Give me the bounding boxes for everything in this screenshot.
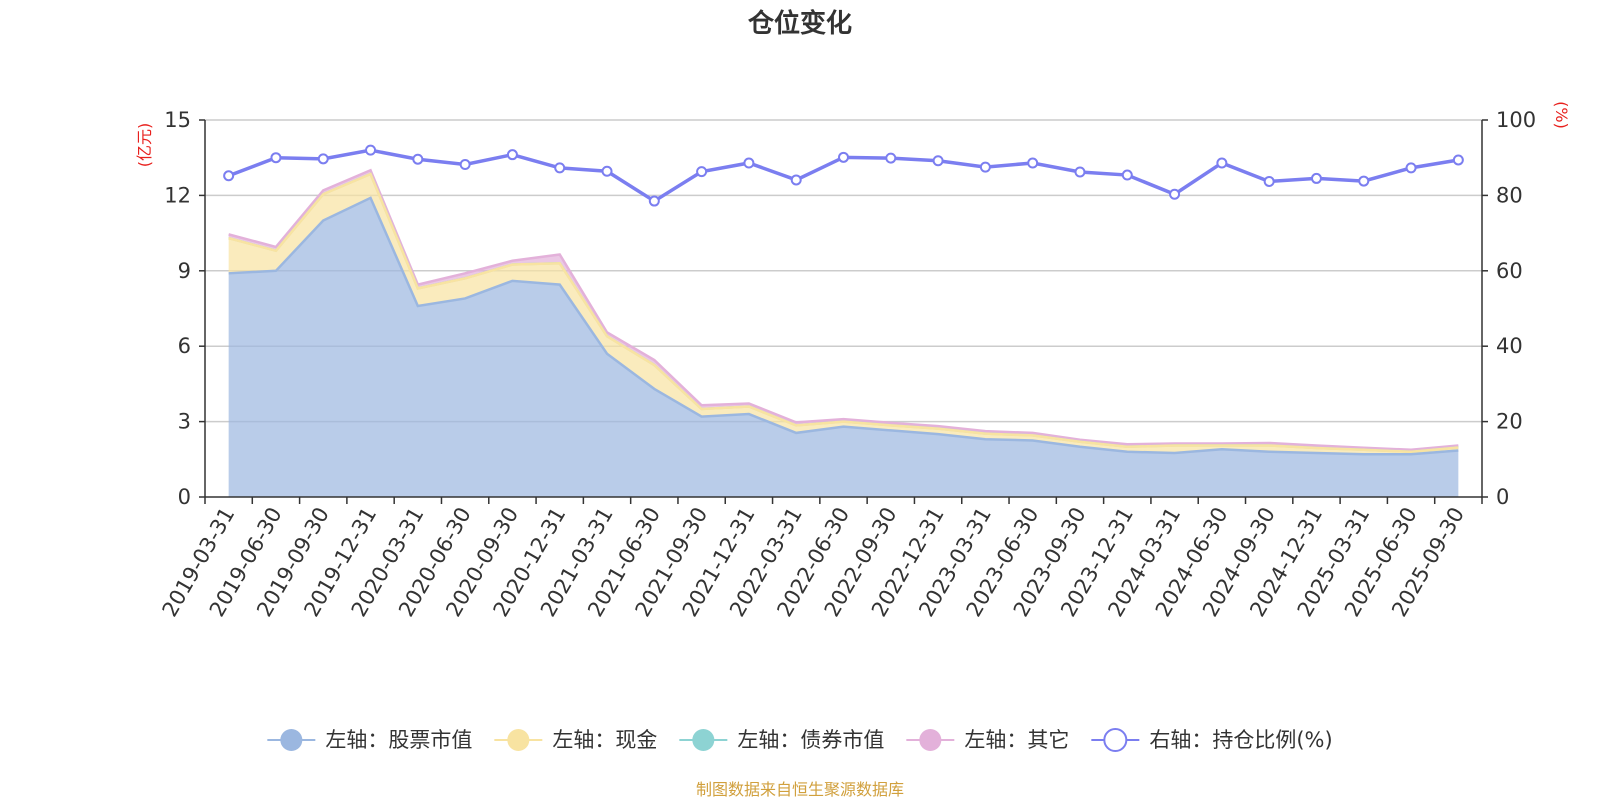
right-tick-label: 100 <box>1496 108 1536 132</box>
ratio-point <box>601 165 613 177</box>
legend-marker-icon <box>919 729 942 751</box>
area-series <box>228 168 1459 497</box>
right-tick-label: 40 <box>1496 334 1523 358</box>
ratio-point <box>1263 175 1275 187</box>
ratio-point <box>743 157 755 169</box>
ratio-point <box>223 170 235 182</box>
left-tick-label: 15 <box>164 108 191 132</box>
stacked-area-edge <box>228 172 1459 454</box>
legend-marker-icon <box>280 729 303 751</box>
ratio-point <box>932 155 944 167</box>
ratio-point <box>885 152 897 164</box>
ratio-point <box>696 166 708 178</box>
legend-label: 右轴：持仓比例(%) <box>1149 728 1332 752</box>
ratio-point <box>365 144 377 156</box>
ratio-line-series <box>223 144 1464 207</box>
legend-label: 左轴：现金 <box>552 728 657 752</box>
right-tick-label: 20 <box>1496 410 1523 434</box>
ratio-point <box>1452 154 1464 166</box>
legend-marker-icon <box>507 729 530 751</box>
left-axis-unit: (亿元) <box>135 123 154 168</box>
legend-label: 左轴：其它 <box>964 728 1069 752</box>
ratio-point <box>1121 169 1133 181</box>
ratio-point <box>317 153 329 165</box>
right-tick-label: 80 <box>1496 183 1523 207</box>
left-tick-label: 3 <box>178 410 191 434</box>
legend-item: 左轴：股票市值 <box>267 728 472 752</box>
left-tick-label: 0 <box>178 485 191 509</box>
ratio-point <box>1169 188 1181 200</box>
legend: 左轴：股票市值 左轴：现金 左轴：债券市值 左轴：其它 右轴：持仓比例(%) <box>267 728 1333 752</box>
legend-label: 左轴：股票市值 <box>325 728 472 752</box>
right-axis-unit: (%) <box>1552 101 1571 129</box>
ratio-point <box>1074 166 1086 178</box>
stacked-area-layer <box>228 174 1459 455</box>
ratio-point <box>554 162 566 174</box>
ratio-point <box>979 161 991 173</box>
ratio-point <box>648 195 660 207</box>
legend-item: 左轴：其它 <box>906 728 1069 752</box>
stacked-area-edge <box>228 196 1459 456</box>
legend-item: 左轴：现金 <box>494 728 657 752</box>
ratio-point <box>838 151 849 163</box>
ratio-point <box>1310 172 1322 184</box>
stacked-area-layer <box>228 197 1459 497</box>
ratio-point <box>1216 157 1228 169</box>
left-tick-label: 6 <box>178 334 191 358</box>
ratio-point <box>1405 162 1417 174</box>
right-tick-label: 60 <box>1496 259 1523 283</box>
ratio-point <box>790 174 802 186</box>
legend-item: 左轴：债券市值 <box>679 728 884 752</box>
stacked-area-edge <box>228 168 1459 452</box>
legend-marker-icon <box>692 729 715 751</box>
ratio-point <box>506 149 518 161</box>
legend-item: 右轴：持仓比例(%) <box>1091 728 1333 752</box>
legend-label: 左轴：债券市值 <box>737 728 884 752</box>
legend-marker-icon <box>1103 728 1128 752</box>
ratio-point <box>270 152 282 164</box>
ratio-point <box>412 153 424 165</box>
left-tick-label: 9 <box>178 259 191 283</box>
ratio-point <box>1027 157 1039 169</box>
left-tick-label: 12 <box>164 183 191 207</box>
chart-title: 仓位变化 <box>747 8 852 39</box>
ratio-point <box>1358 175 1370 187</box>
right-tick-label: 0 <box>1496 485 1509 509</box>
ratio-point <box>459 158 471 170</box>
source-note: 制图数据来自恒生聚源数据库 <box>696 780 904 799</box>
